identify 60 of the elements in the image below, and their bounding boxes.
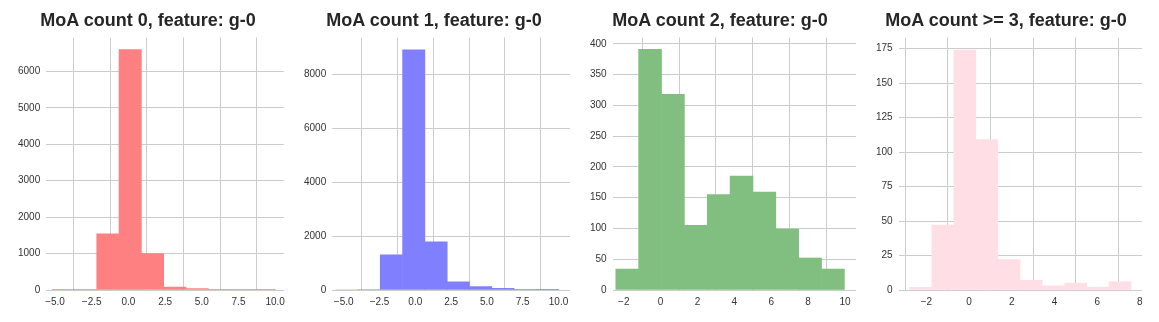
x-tick-label: 6 [1094,295,1101,307]
chart-title: MoA count 2, feature: g-0 [612,9,828,30]
x-tick-label: −5.0 [333,295,355,307]
y-tick-label: 5000 [18,101,41,113]
y-tick-label: 4000 [18,138,41,150]
y-tick-label: 125 [876,111,894,123]
y-tick-label: 300 [590,99,608,111]
y-tick-label: 150 [590,191,608,203]
x-tick-label: 10.0 [548,295,569,307]
x-tick-label: 10.0 [265,295,286,307]
x-tick-label: 8 [1137,295,1144,307]
x-tick-label: −2.5 [369,295,390,307]
y-tick-label: 4000 [304,175,327,187]
x-tick-label: 4 [731,295,738,307]
x-tick-label: 0.0 [121,295,136,307]
x-tick-label: 5.0 [194,295,210,307]
x-tick-label: 10 [839,295,851,307]
y-tick-label: 8000 [304,67,327,79]
y-tick-label: 1000 [18,247,41,259]
y-tick-label: 3000 [18,174,41,186]
y-tick-label: 25 [881,249,894,261]
x-tick-label: −2 [920,295,933,307]
y-tick-label: 150 [876,76,894,88]
y-tick-label: 200 [590,160,608,172]
y-tick-label: 175 [876,42,894,54]
x-tick-label: −2.5 [81,295,103,307]
y-tick-label: 250 [590,129,608,141]
x-tick-label: 0 [966,295,973,307]
y-tick-label: 350 [590,68,608,80]
x-tick-label: −2 [618,295,630,307]
y-tick-label: 0 [601,283,608,295]
x-tick-label: 0 [657,295,664,307]
chart-title: MoA count 1, feature: g-0 [326,9,542,30]
y-tick-label: 75 [881,180,894,192]
chart-title: MoA count >= 3, feature: g-0 [885,9,1127,30]
y-tick-label: 0 [887,283,894,295]
y-tick-label: 2000 [18,210,41,222]
y-tick-label: 100 [590,222,608,234]
y-tick-label: 0 [34,283,41,295]
x-tick-label: 2.5 [158,295,173,307]
chart-title: MoA count 0, feature: g-0 [40,9,256,30]
y-tick-label: 50 [881,214,894,226]
y-tick-label: 6000 [18,65,41,77]
y-tick-label: 50 [595,252,608,264]
y-tick-label: 400 [590,37,608,49]
x-tick-label: 4 [1051,295,1058,307]
x-tick-label: 2 [694,295,701,307]
y-tick-label: 0 [320,283,327,295]
x-tick-label: 6 [768,295,775,307]
y-tick-label: 100 [876,145,894,157]
y-tick-label: 2000 [304,229,327,241]
x-tick-label: 5.0 [479,295,495,307]
x-tick-label: −5.0 [45,295,66,307]
x-tick-label: 8 [805,295,812,307]
x-tick-label: 7.5 [515,295,531,307]
x-tick-label: 7.5 [231,295,246,307]
x-tick-label: 2 [1009,295,1016,307]
y-tick-label: 6000 [304,121,327,133]
x-tick-label: 2.5 [444,295,459,307]
x-tick-label: 0.0 [408,295,423,307]
